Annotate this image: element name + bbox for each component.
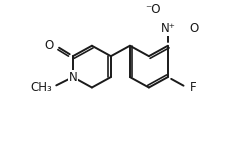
Text: O: O <box>45 39 54 52</box>
Text: O: O <box>190 22 199 35</box>
Text: F: F <box>190 81 196 94</box>
Text: ⁻O: ⁻O <box>145 3 161 16</box>
Text: N: N <box>69 71 77 84</box>
Text: CH₃: CH₃ <box>30 81 52 94</box>
Text: N⁺: N⁺ <box>161 22 175 35</box>
